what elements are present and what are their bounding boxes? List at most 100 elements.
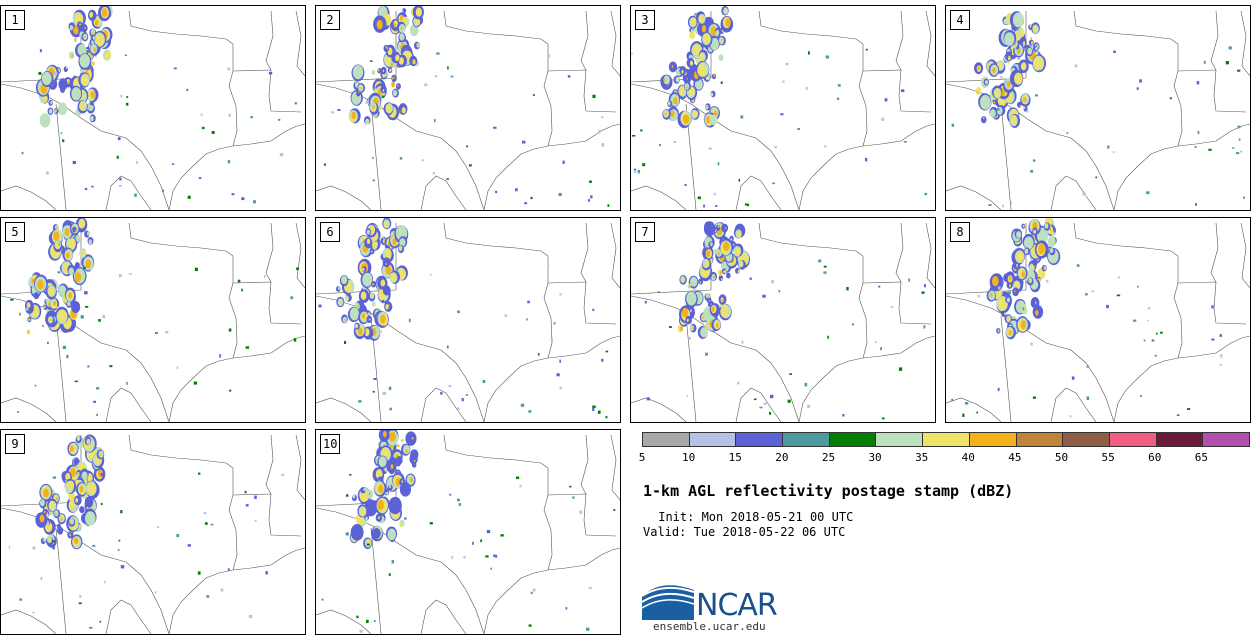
reflectivity-cell xyxy=(565,607,568,610)
reflectivity-cell xyxy=(1032,396,1036,399)
reflectivity-cell xyxy=(951,398,954,401)
reflectivity-cell xyxy=(96,413,98,416)
reflectivity-cell xyxy=(399,33,405,41)
reflectivity-cell xyxy=(365,100,369,104)
reflectivity-cell xyxy=(824,145,827,148)
reflectivity-cell xyxy=(537,353,540,356)
reflectivity-cell xyxy=(924,192,928,196)
reflectivity-cell xyxy=(1015,281,1021,289)
reflectivity-cell xyxy=(265,571,268,575)
reflectivity-cell xyxy=(165,331,169,334)
reflectivity-cell xyxy=(1014,290,1016,293)
reflectivity-cell xyxy=(449,493,452,496)
reflectivity-cell xyxy=(277,118,281,121)
reflectivity-cell xyxy=(694,78,703,90)
reflectivity-cell xyxy=(1140,394,1142,397)
reflectivity-cell xyxy=(997,387,1000,392)
reflectivity-cell xyxy=(117,137,121,141)
reflectivity-cell xyxy=(382,235,384,239)
reflectivity-cell xyxy=(530,591,533,595)
reflectivity-cell xyxy=(633,169,637,173)
reflectivity-cell xyxy=(701,25,707,33)
reflectivity-cell xyxy=(32,546,36,550)
reflectivity-cell xyxy=(244,490,247,494)
colorbar-tick-label: 30 xyxy=(868,451,882,464)
reflectivity-cell xyxy=(99,620,102,623)
reflectivity-cell xyxy=(631,52,633,55)
reflectivity-cell xyxy=(220,588,224,592)
reflectivity-cell xyxy=(187,195,191,199)
reflectivity-cell xyxy=(57,271,61,274)
reflectivity-cell xyxy=(749,277,752,280)
colorbar-tick-label: 50 xyxy=(1054,451,1069,464)
reflectivity-cell xyxy=(248,614,253,619)
reflectivity-cell xyxy=(547,263,550,266)
reflectivity-cell xyxy=(553,322,556,325)
reflectivity-cell xyxy=(762,294,766,298)
map-boundary xyxy=(55,315,67,422)
map-boundary xyxy=(443,10,549,45)
reflectivity-cell xyxy=(126,96,129,98)
reflectivity-cell xyxy=(69,445,74,453)
map-boundary xyxy=(1000,315,1012,422)
reflectivity-cell xyxy=(31,278,35,285)
map-boundary xyxy=(128,434,234,469)
reflectivity-cell xyxy=(10,298,14,301)
reflectivity-cell xyxy=(54,225,57,229)
reflectivity-cell xyxy=(797,127,801,130)
reflectivity-cell xyxy=(155,332,158,334)
reflectivity-cell xyxy=(377,499,385,511)
member-number-label: 3 xyxy=(635,10,655,30)
ensemble-member-panel: 9 xyxy=(0,429,306,635)
reflectivity-cell xyxy=(671,64,674,68)
reflectivity-cell xyxy=(395,477,401,487)
reflectivity-cell xyxy=(923,325,926,329)
reflectivity-cell xyxy=(17,411,20,413)
reflectivity-cell xyxy=(715,204,718,207)
reflectivity-cell xyxy=(369,225,376,234)
reflectivity-cell xyxy=(386,488,390,491)
map-boundary xyxy=(925,222,935,289)
reflectivity-cell xyxy=(90,91,95,99)
reflectivity-cell xyxy=(79,23,81,26)
ensemble-member-panel: 6 xyxy=(315,217,621,423)
reflectivity-cell xyxy=(1021,271,1026,278)
reflectivity-cell xyxy=(128,273,133,275)
reflectivity-cell xyxy=(1016,231,1022,239)
reflectivity-cell xyxy=(362,490,366,493)
reflectivity-cell xyxy=(331,111,335,114)
reflectivity-cell xyxy=(1082,192,1086,196)
reflectivity-cell xyxy=(1033,56,1043,70)
reflectivity-cell xyxy=(528,410,532,413)
reflectivity-cell xyxy=(393,23,396,28)
reflectivity-cell xyxy=(42,95,48,103)
reflectivity-cell xyxy=(504,314,508,317)
reflectivity-cell xyxy=(699,53,705,61)
map-boundary xyxy=(610,434,620,501)
reflectivity-cell xyxy=(1007,318,1010,323)
ensemble-member-panel: 5 xyxy=(0,217,306,423)
reflectivity-cell xyxy=(637,169,640,174)
reflectivity-cell xyxy=(556,373,560,377)
reflectivity-cell xyxy=(480,539,483,543)
reflectivity-cell xyxy=(721,223,729,233)
reflectivity-cell xyxy=(713,192,716,196)
reflectivity-cell xyxy=(120,565,125,569)
reflectivity-cell xyxy=(994,88,1001,97)
reflectivity-cell xyxy=(43,488,49,498)
reflectivity-map xyxy=(316,218,620,422)
reflectivity-cell xyxy=(688,87,695,97)
reflectivity-cell xyxy=(559,293,562,296)
reflectivity-cell xyxy=(79,102,85,111)
reflectivity-cell xyxy=(864,157,868,162)
map-boundary xyxy=(1073,222,1179,257)
reflectivity-cell xyxy=(709,114,718,126)
reflectivity-cell xyxy=(227,160,231,164)
reflectivity-cell xyxy=(81,75,89,86)
reflectivity-cell xyxy=(383,238,386,241)
reflectivity-cell xyxy=(1232,147,1235,149)
reflectivity-cell xyxy=(515,476,520,480)
reflectivity-cell xyxy=(1000,75,1003,79)
reflectivity-cell xyxy=(689,30,695,40)
reflectivity-cell xyxy=(657,291,661,293)
